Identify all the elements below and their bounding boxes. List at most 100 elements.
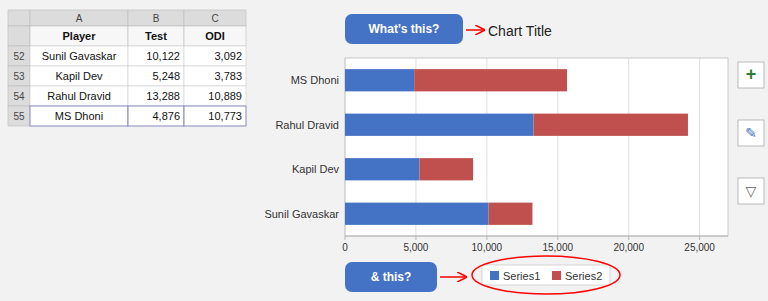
- bubble-shape: [345, 262, 437, 292]
- row-number: 55: [13, 111, 25, 122]
- table-value: 13,288: [146, 90, 180, 102]
- annotation: What’s this?: [369, 22, 440, 36]
- table-cell: [30, 26, 128, 46]
- table-cell: [128, 66, 184, 86]
- table: A B C Player Test ODI 52 Sunil Gavaskar 10,122 3,…: [8, 10, 246, 126]
- chart: 0 5,000 10,000 15,000 20,000 25,000 Sunil Gava…: [264, 58, 728, 253]
- bar: [345, 114, 533, 136]
- callout-bubble: & this?: [345, 262, 437, 292]
- table-cell: [8, 46, 30, 66]
- y-tick-label: Rahul Dravid: [275, 119, 339, 131]
- table-value: MS Dhoni: [55, 110, 103, 122]
- table-cell: [8, 86, 30, 106]
- x-axis-line: [345, 236, 728, 237]
- table-cell: [30, 66, 128, 86]
- x-tick-label: 25,000: [684, 242, 715, 253]
- table-cell: [8, 10, 30, 26]
- x-tick-label: 15,000: [542, 242, 573, 253]
- background: [0, 0, 768, 301]
- table-cell: [30, 106, 128, 126]
- legend: Series1 Series2: [482, 265, 610, 285]
- toolbar-button[interactable]: [738, 120, 764, 146]
- table-cell: [184, 66, 246, 86]
- arrow: [440, 276, 466, 278]
- toolbar-icon[interactable]: ✎: [745, 125, 757, 141]
- legend-swatch: [490, 271, 499, 280]
- grid-line: [699, 58, 700, 236]
- tick-mark: [699, 236, 700, 240]
- table-cell: [8, 26, 30, 46]
- table-value: 10,773: [208, 110, 242, 122]
- table-value: 4,876: [152, 110, 180, 122]
- table-cell: [8, 106, 30, 126]
- toolbar-button[interactable]: [738, 62, 764, 88]
- tick-mark: [486, 236, 487, 240]
- table-cell: [184, 106, 246, 126]
- table-value: 5,248: [152, 70, 180, 82]
- table-header: Test: [145, 30, 167, 42]
- legend-frame: [482, 265, 610, 285]
- chart-title: Chart Title: [488, 23, 552, 39]
- plot-frame: [345, 58, 728, 236]
- tick-mark: [415, 236, 416, 240]
- annotation: & this?: [371, 270, 412, 284]
- table-cell: [184, 46, 246, 66]
- bar: [414, 69, 567, 91]
- table-cell: [30, 46, 128, 66]
- bar: [345, 158, 419, 180]
- callout-bubble: What’s this?: [345, 14, 463, 44]
- y-tick-label: Sunil Gavaskar: [264, 208, 339, 220]
- x-tick-label: 10,000: [472, 242, 503, 253]
- table-value: Rahul Dravid: [47, 90, 111, 102]
- bars: [345, 69, 688, 225]
- table-cell: [184, 10, 246, 26]
- highlight-ellipse: [472, 256, 620, 294]
- row-number: 53: [13, 71, 25, 82]
- table-cell: [8, 66, 30, 86]
- y-tick-label: MS Dhoni: [291, 74, 339, 86]
- x-tick-label: 5,000: [403, 242, 428, 253]
- toolbar: + ✎ ▽: [738, 62, 764, 204]
- tick-mark: [628, 236, 629, 240]
- table-cell: [30, 86, 128, 106]
- column-letter: A: [76, 13, 83, 24]
- legend-swatch: [552, 271, 561, 280]
- row-number: 52: [13, 51, 25, 62]
- table-value: 3,783: [214, 70, 242, 82]
- tick-mark: [345, 236, 346, 240]
- column-letter: B: [153, 13, 160, 24]
- table-value: Sunil Gavaskar: [42, 50, 117, 62]
- table-cell: [184, 26, 246, 46]
- column-letter: C: [211, 13, 218, 24]
- toolbar-icon[interactable]: +: [746, 64, 757, 84]
- grid-line: [628, 58, 629, 236]
- table-header: Player: [62, 30, 96, 42]
- bar: [345, 203, 489, 225]
- table-cell: [30, 10, 128, 26]
- toolbar-icon[interactable]: ▽: [746, 183, 757, 199]
- x-tick-label: 20,000: [613, 242, 644, 253]
- bubble-shape: [345, 14, 463, 44]
- page: A B C Player Test ODI 52 Sunil Gavaskar 10,122 3,…: [0, 0, 768, 301]
- table-value: 3,092: [214, 50, 242, 62]
- table-cell: [184, 86, 246, 106]
- row-number: 54: [13, 91, 25, 102]
- table-cell: [128, 26, 184, 46]
- table-value: 10,889: [208, 90, 242, 102]
- table-value: 10,122: [146, 50, 180, 62]
- legend-label: Series2: [565, 270, 602, 282]
- table-cell: [128, 10, 184, 26]
- table-cell: [128, 106, 184, 126]
- legend-label: Series1: [503, 270, 540, 282]
- table-header: ODI: [205, 30, 225, 42]
- table-cell: [128, 86, 184, 106]
- arrow: [466, 29, 484, 31]
- bar: [345, 69, 414, 91]
- toolbar-button[interactable]: [738, 178, 764, 204]
- bar: [419, 158, 473, 180]
- bar: [533, 114, 687, 136]
- x-tick-label: 0: [342, 242, 348, 253]
- y-tick-label: Kapil Dev: [292, 163, 340, 175]
- table-value: Kapil Dev: [55, 70, 103, 82]
- bar: [489, 203, 533, 225]
